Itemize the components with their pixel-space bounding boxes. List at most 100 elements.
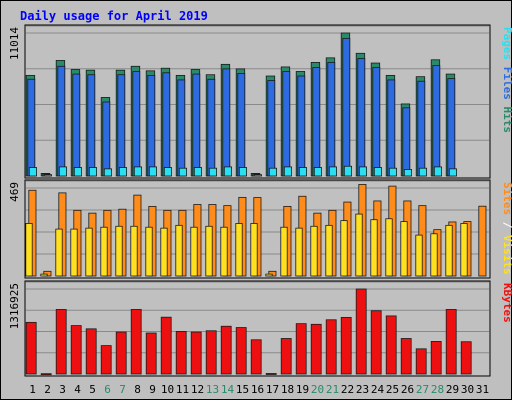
bar-sites-day-29	[445, 224, 453, 277]
x-tick-label-9: 9	[149, 383, 156, 396]
bar-kbytes-day-25	[385, 315, 397, 375]
bar-files-day-19	[297, 75, 306, 177]
bar-files-day-11	[177, 79, 186, 177]
bar-sites-day-26	[400, 221, 408, 277]
bar-files-day-4	[72, 73, 81, 177]
bar-pages-day-22	[343, 165, 352, 177]
chart-panels: 11014 Pages Files Hits 469 Sites / Visits 13…	[8, 24, 512, 377]
bar-pages-day-23	[358, 166, 367, 177]
x-tick-label-18: 18	[281, 383, 294, 396]
bar-kbytes-day-28	[430, 341, 442, 375]
x-tick-label-8: 8	[134, 383, 141, 396]
bar-sites-day-11	[175, 224, 183, 277]
bar-pages-day-20	[313, 167, 322, 177]
bar-sites-day-8	[130, 225, 138, 277]
bar-kbytes-day-20	[310, 323, 322, 375]
visits-panel: 469 Sites / Visits	[8, 179, 512, 279]
x-tick-label-21: 21	[326, 383, 339, 396]
bar-sites-day-5	[85, 227, 93, 277]
bar-files-day-29	[447, 78, 456, 177]
bar-sites-day-9	[145, 226, 153, 277]
bar-sites-day-4	[70, 228, 78, 277]
bar-pages-day-18	[283, 166, 292, 177]
panel-right-legend: Pages Files Hits	[501, 27, 512, 133]
bar-kbytes-day-21	[325, 319, 337, 375]
bar-kbytes-day-10	[160, 316, 172, 375]
bar-pages-day-6	[103, 168, 113, 177]
bar-files-day-26	[402, 107, 411, 177]
bar-sites-day-3	[55, 228, 63, 277]
bar-files-day-7	[117, 74, 126, 177]
bar-kbytes-day-14	[220, 325, 232, 375]
bar-kbytes-day-24	[370, 310, 382, 375]
bar-kbytes-day-2	[40, 373, 52, 376]
bar-kbytes-day-22	[340, 316, 352, 375]
bar-sites-day-30	[460, 223, 468, 277]
bar-sites-day-7	[115, 225, 123, 277]
bar-pages-day-19	[298, 167, 307, 177]
bar-kbytes-day-30	[460, 341, 472, 375]
bar-pages-day-8	[133, 166, 143, 177]
x-tick-label-13: 13	[206, 383, 219, 396]
bar-files-day-22	[342, 37, 351, 177]
bar-kbytes-day-12	[190, 331, 202, 375]
bar-files-day-15	[237, 73, 246, 177]
bar-sites-day-6	[100, 226, 108, 277]
x-tick-label-6: 6	[104, 383, 111, 396]
bar-files-day-25	[387, 79, 396, 177]
bar-kbytes-day-17	[265, 373, 277, 375]
bar-files-day-28	[432, 65, 441, 177]
bar-pages-day-9	[148, 166, 158, 177]
bar-pages-day-5	[88, 167, 98, 177]
bar-pages-day-12	[193, 167, 203, 177]
bar-files-day-9	[147, 74, 156, 177]
x-tick-label-19: 19	[296, 383, 309, 396]
bar-kbytes-day-11	[175, 330, 187, 375]
bar-files-day-21	[327, 61, 336, 177]
bar-kbytes-day-6	[100, 345, 112, 375]
bar-pages-day-13	[208, 167, 218, 177]
bar-pages-day-17	[268, 167, 277, 177]
bar-pages-day-15	[238, 167, 248, 177]
chart-title: Daily usage for April 2019	[20, 9, 208, 23]
bar-sites-day-17	[265, 273, 273, 277]
x-tick-label-29: 29	[446, 383, 459, 396]
x-tick-label-24: 24	[371, 383, 385, 396]
bar-pages-day-14	[223, 166, 233, 177]
bar-sites-day-13	[205, 225, 213, 277]
bar-files-day-27	[417, 80, 426, 177]
bar-sites-day-19	[295, 227, 303, 277]
bar-pages-day-28	[433, 166, 442, 177]
bar-kbytes-day-29	[445, 309, 457, 375]
bar-files-day-3	[57, 65, 66, 177]
bar-files-day-17	[267, 80, 276, 177]
bar-sites-day-15	[235, 223, 243, 277]
x-tick-label-17: 17	[266, 383, 279, 396]
bar-kbytes-day-26	[400, 338, 412, 375]
hits-panel: 11014 Pages Files Hits	[8, 24, 512, 179]
x-tick-label-1: 1	[29, 383, 36, 396]
bar-files-day-5	[87, 74, 96, 177]
bar-sites-day-20	[310, 225, 318, 277]
bar-sites-day-28	[430, 233, 438, 277]
bar-pages-day-7	[118, 167, 128, 177]
bar-sites-day-18	[280, 226, 288, 277]
panel-max-label: 11014	[8, 27, 21, 60]
bar-pages-day-25	[388, 167, 397, 177]
x-tick-label-30: 30	[461, 383, 474, 396]
bar-kbytes-day-7	[115, 331, 127, 375]
bar-kbytes-day-19	[295, 323, 307, 375]
panel-right-legend: Sites / Visits	[501, 182, 512, 275]
legend-files: Files	[501, 60, 512, 100]
panel-max-label: 1316925	[8, 283, 21, 329]
bar-files-day-18	[282, 71, 291, 177]
bar-pages-day-27	[418, 167, 427, 177]
x-tick-label-12: 12	[191, 383, 204, 396]
bar-files-day-23	[357, 58, 366, 177]
x-tick-label-5: 5	[89, 383, 96, 396]
bar-pages-day-11	[178, 167, 188, 177]
legend-kbytes: KBytes	[501, 283, 512, 323]
legend-hits: Hits	[501, 100, 512, 133]
